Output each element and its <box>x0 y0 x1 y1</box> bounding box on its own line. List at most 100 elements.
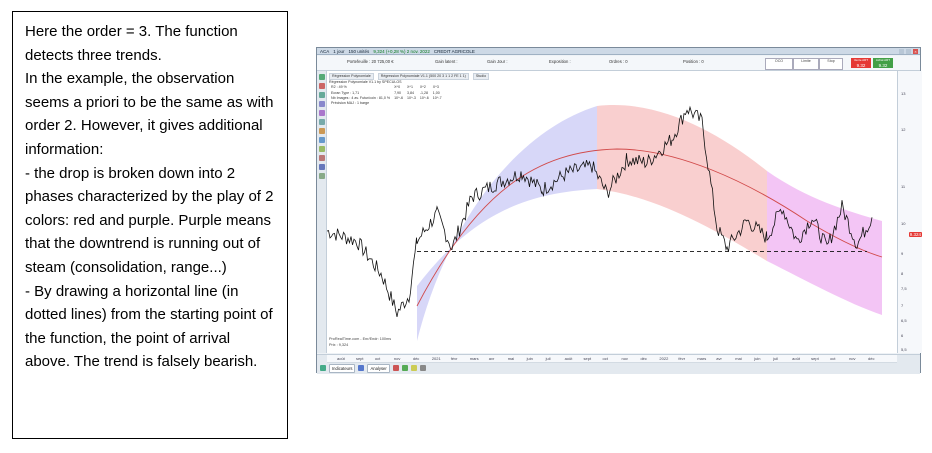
screener-icon[interactable] <box>401 365 408 371</box>
zoom-tool-icon[interactable] <box>318 128 325 134</box>
x-tick-label: mai <box>735 356 742 361</box>
regression-band-red <box>597 105 767 261</box>
x-tick-label: avr <box>488 356 495 361</box>
table-row: Nb Images : 4 av. Futur/coin : 81,0 % 10^… <box>331 95 442 100</box>
minimize-icon[interactable] <box>899 49 904 54</box>
y-tick-label: 7,5 <box>901 286 907 291</box>
x-tick-label: avr <box>716 356 722 361</box>
layout-icon[interactable] <box>410 365 417 371</box>
x-tick-label: août <box>564 356 573 361</box>
gain-jour-label: Gain Jour : <box>487 59 508 64</box>
buy-button[interactable]: Achat ART 9.32 <box>873 58 893 68</box>
fibonacci-tool-icon[interactable] <box>318 110 325 116</box>
trendline-tool-icon[interactable] <box>318 83 325 89</box>
date-axis[interactable]: août sept oct nov déc 2021 févr mars avr mai juin j… <box>327 355 897 363</box>
bottom-toolbar: août sept oct nov déc 2021 févr mars avr mai juin j… <box>317 354 920 374</box>
y-tick-label: 11 <box>901 184 906 189</box>
x-tick-label: nov <box>621 356 628 361</box>
note-line-1: Here the order = 3. The function detects… <box>25 23 238 64</box>
settings-icon[interactable] <box>358 365 365 371</box>
studio-button[interactable]: Studio <box>472 73 490 81</box>
price-axis[interactable]: 9.324 13 12 11 10 9 8 7,5 7 6,5 6 5,5 <box>897 71 922 353</box>
y-tick-label: 6 <box>901 333 904 338</box>
x-tick-label: oct <box>374 356 381 361</box>
x-tick-label: déc <box>412 356 420 361</box>
rectangle-tool-icon[interactable] <box>318 146 325 152</box>
maximize-icon[interactable] <box>906 49 911 54</box>
y-tick-label: 12 <box>901 127 906 132</box>
x-tick-label: 2021 <box>431 356 441 361</box>
x-tick-label: 2022 <box>659 356 669 361</box>
ellipse-tool-icon[interactable] <box>318 155 325 161</box>
x-tick-label: août <box>792 356 800 361</box>
x-tick-label: juin <box>526 356 533 361</box>
note-line-3: - the drop is broken down into 2 phases … <box>25 164 274 276</box>
units-selector[interactable]: 150 unités <box>348 48 370 54</box>
position-count[interactable]: Position : 0 <box>683 59 704 64</box>
text-tool-icon[interactable] <box>318 119 325 125</box>
x-tick-label: févr <box>450 356 458 361</box>
drawing-tools-panel <box>317 71 327 353</box>
footer-text: ProRealTime.com - Enr/Endr: 100ms <box>329 337 392 341</box>
note-line-4: - By drawing a horizontal line (in dotte… <box>25 282 273 371</box>
print-icon[interactable] <box>419 365 426 371</box>
table-row: Précision MAJ : 1 barge <box>331 101 370 106</box>
horizontal-line-tool-icon[interactable] <box>318 101 325 107</box>
cursor-tool-icon[interactable] <box>318 74 325 80</box>
measure-tool-icon[interactable] <box>318 137 325 143</box>
channel-tool-icon[interactable] <box>318 92 325 98</box>
x-tick-label: févr <box>678 356 686 361</box>
x-tick-label: sept <box>583 356 592 361</box>
trading-platform-window: ACA 1 jour 150 unités 9,324 (+0,28 %) 2 … <box>316 47 922 374</box>
y-tick-label: 7 <box>901 303 904 308</box>
indicators-button[interactable]: Indicateurs <box>329 363 356 373</box>
note-line-2: In the example, the observation seems a … <box>25 70 274 158</box>
stop-panel[interactable]: Stop <box>819 58 843 70</box>
price-footer: Prix : 9,324 <box>329 343 349 347</box>
table-row: Ecran Type : 1,71 7,90 3,84 -1,28 1,00 <box>331 90 440 95</box>
x-tick-label: sept <box>811 356 819 361</box>
x-tick-label: déc <box>640 356 647 361</box>
arrow-tool-icon[interactable] <box>318 164 325 170</box>
x-tick-label: mars <box>697 356 707 361</box>
x-tick-label: déc <box>868 356 875 361</box>
x-tick-label: oct <box>602 356 608 361</box>
y-tick-label: 6,5 <box>901 318 907 323</box>
x-tick-label: mai <box>507 356 515 361</box>
alert-icon[interactable] <box>392 365 399 371</box>
window-controls: × <box>899 48 918 55</box>
gain-latent-label: Gain latent : <box>435 59 458 64</box>
orders-count[interactable]: Ordres : 0 <box>609 59 628 64</box>
portfolio-value: Portefeuille : 20 725,00 € <box>347 59 394 64</box>
quote-readout: 9,324 (+0,28 %) 2 nov. 2022 <box>373 48 430 54</box>
close-icon[interactable]: × <box>913 49 918 54</box>
y-tick-label: 10 <box>901 221 906 226</box>
title-toolbar: ACA 1 jour 150 unités 9,324 (+0,28 %) 2 … <box>317 48 920 55</box>
analysis-button[interactable]: Analyser <box>367 363 390 373</box>
y-tick-label: 8 <box>901 271 904 276</box>
x-tick-label: sept <box>355 356 364 361</box>
table-row: R2 : 49 % X^0 X^1 X^2 X^3 <box>331 85 439 90</box>
price-chart-svg <box>326 105 883 341</box>
taskbar: Indicateurs Analyser <box>317 363 920 373</box>
x-tick-label: juil <box>545 356 551 361</box>
symbol-selector[interactable]: ACA <box>320 48 330 54</box>
y-tick-label: 9 <box>901 251 904 256</box>
limit-panel[interactable]: Limite <box>793 58 819 70</box>
x-tick-label: mars <box>469 356 479 361</box>
x-tick-label: juil <box>773 356 779 361</box>
regression-band-blue <box>417 106 597 341</box>
explanation-text-box: Here the order = 3. The function detects… <box>12 11 288 439</box>
oco-panel[interactable]: OCO <box>765 58 793 70</box>
home-icon[interactable] <box>320 365 326 371</box>
indicator-tab[interactable]: Régression Polynomiale <box>329 73 374 81</box>
regression-band-purple <box>767 171 882 315</box>
crosshair-tool-icon[interactable] <box>318 173 325 179</box>
period-selector[interactable]: 1 jour <box>333 48 345 54</box>
sell-button[interactable]: Vente ART 9.32 <box>851 58 871 68</box>
current-price-badge: 9.324 <box>908 232 922 237</box>
instrument-name: CREDIT AGRICOLE <box>433 48 475 54</box>
indicator-name: Régression Polynomiale V1.1 (500 20 3 1 … <box>377 73 469 81</box>
x-tick-label: oct <box>830 356 836 361</box>
price-chart[interactable]: Régression Polynomiale Régression Polyno… <box>326 71 897 353</box>
